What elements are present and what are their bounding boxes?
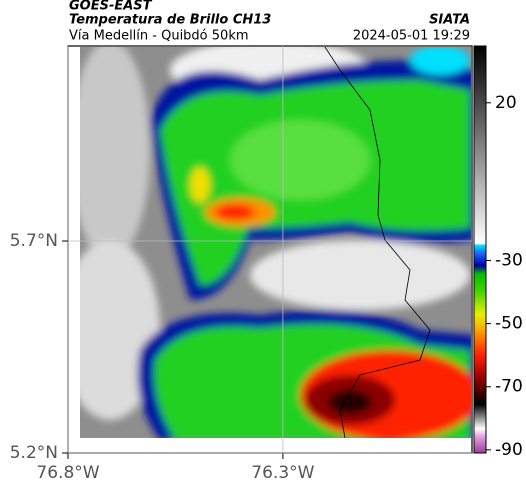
date: 2024-05-01 19:29	[353, 29, 470, 44]
x-tick-label: 76.8°W	[36, 463, 99, 483]
source: SIATA	[429, 13, 470, 28]
x-tick-label: 76.3°W	[251, 463, 314, 483]
y-tick-label: 5.2°N	[10, 443, 58, 463]
colorbar-tick-label: -30	[495, 251, 523, 271]
region: Vía Medellín - Quibdó 50km	[69, 29, 249, 44]
subtitle: Temperatura de Brillo CH13	[69, 13, 271, 28]
y-tick-label: 5.7°N	[10, 231, 58, 251]
title: GOES-EAST	[69, 0, 153, 14]
colorbar-tick-label: 20	[495, 93, 517, 113]
colorbar-tick-label: -50	[495, 314, 523, 334]
satellite-image	[80, 47, 471, 438]
colorbar-tick-label: -70	[495, 377, 523, 397]
colorbar	[473, 45, 487, 454]
colorbar-tick-label: -90	[495, 440, 523, 460]
